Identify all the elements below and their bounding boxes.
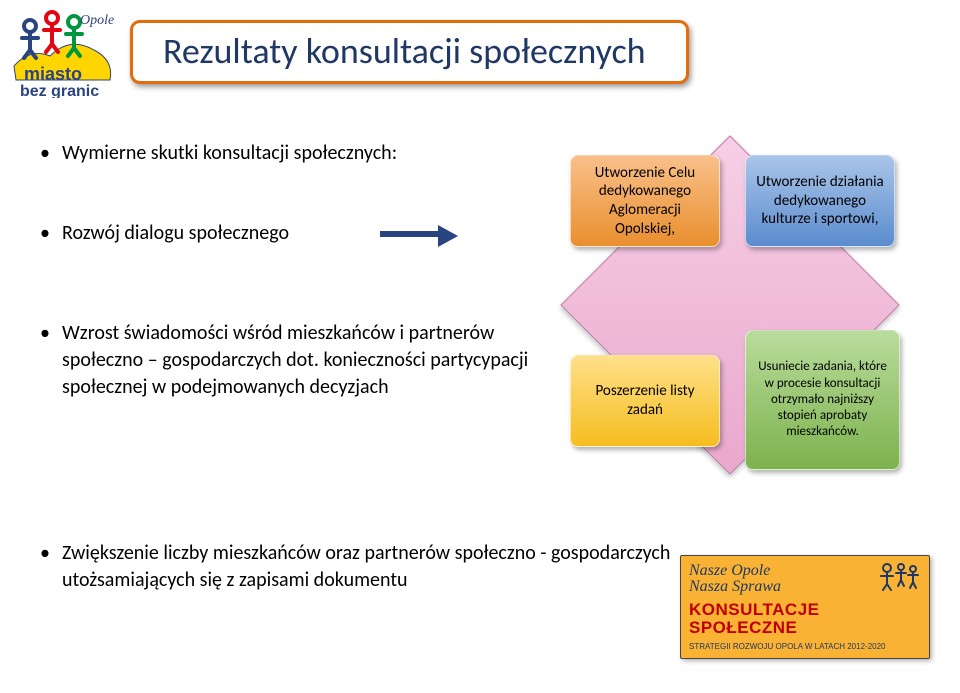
arrow-icon <box>380 228 460 244</box>
box-orange-text: Utworzenie Celu dedykowanego Aglomeracji… <box>581 164 709 239</box>
logo-main2: bez granic <box>20 83 99 98</box>
bullet-2: Rozwój dialogu społecznego <box>40 220 580 269</box>
bullet-3-text: Wzrost świadomości wśród mieszkańców i p… <box>40 320 540 401</box>
badge-line5: STRATEGII ROZWOJU OPOLA W LATACH 2012-20… <box>689 642 921 651</box>
logo-main1: miasto <box>24 64 82 84</box>
slide: Opole miasto bez granic Rezultaty konsul… <box>0 0 960 693</box>
box-yellow: Poszerzenie listy zadań <box>570 355 720 447</box>
bullet-1: Wymierne skutki konsultacji społecznych: <box>40 140 580 189</box>
box-green: Usuniecie zadania, które w procesie kons… <box>745 330 900 470</box>
box-orange: Utworzenie Celu dedykowanego Aglomeracji… <box>570 155 720 247</box>
diagram-cluster: Utworzenie Celu dedykowanego Aglomeracji… <box>520 145 940 485</box>
badge-line4: SPOŁECZNE <box>689 618 921 638</box>
logo-opole: Opole miasto bez granic <box>10 8 118 98</box>
badge-konsultacje: Nasze Opole Nasza Sprawa KONSULTACJE SPO… <box>680 555 930 659</box>
badge-line3: KONSULTACJE <box>689 600 921 620</box>
box-green-text: Usuniecie zadania, które w procesie kons… <box>756 359 889 440</box>
box-blue: Utworzenie działania dedykowanego kultur… <box>745 155 895 247</box>
bullet-3: Wzrost świadomości wśród mieszkańców i p… <box>40 320 540 423</box>
people-icon <box>877 562 921 592</box>
bullet-4-text: Zwiększenie liczby mieszkańców oraz part… <box>40 540 680 594</box>
bullet-4: Zwiększenie liczby mieszkańców oraz part… <box>40 540 680 616</box>
bullet-1-text: Wymierne skutki konsultacji społecznych: <box>40 140 580 167</box>
bullet-2-text: Rozwój dialogu społecznego <box>40 220 580 247</box>
box-yellow-text: Poszerzenie listy zadań <box>581 382 709 420</box>
box-blue-text: Utworzenie działania dedykowanego kultur… <box>756 173 884 229</box>
logo-top-text: Opole <box>80 13 114 28</box>
slide-title: Rezultaty konsultacji społecznych <box>130 20 689 84</box>
